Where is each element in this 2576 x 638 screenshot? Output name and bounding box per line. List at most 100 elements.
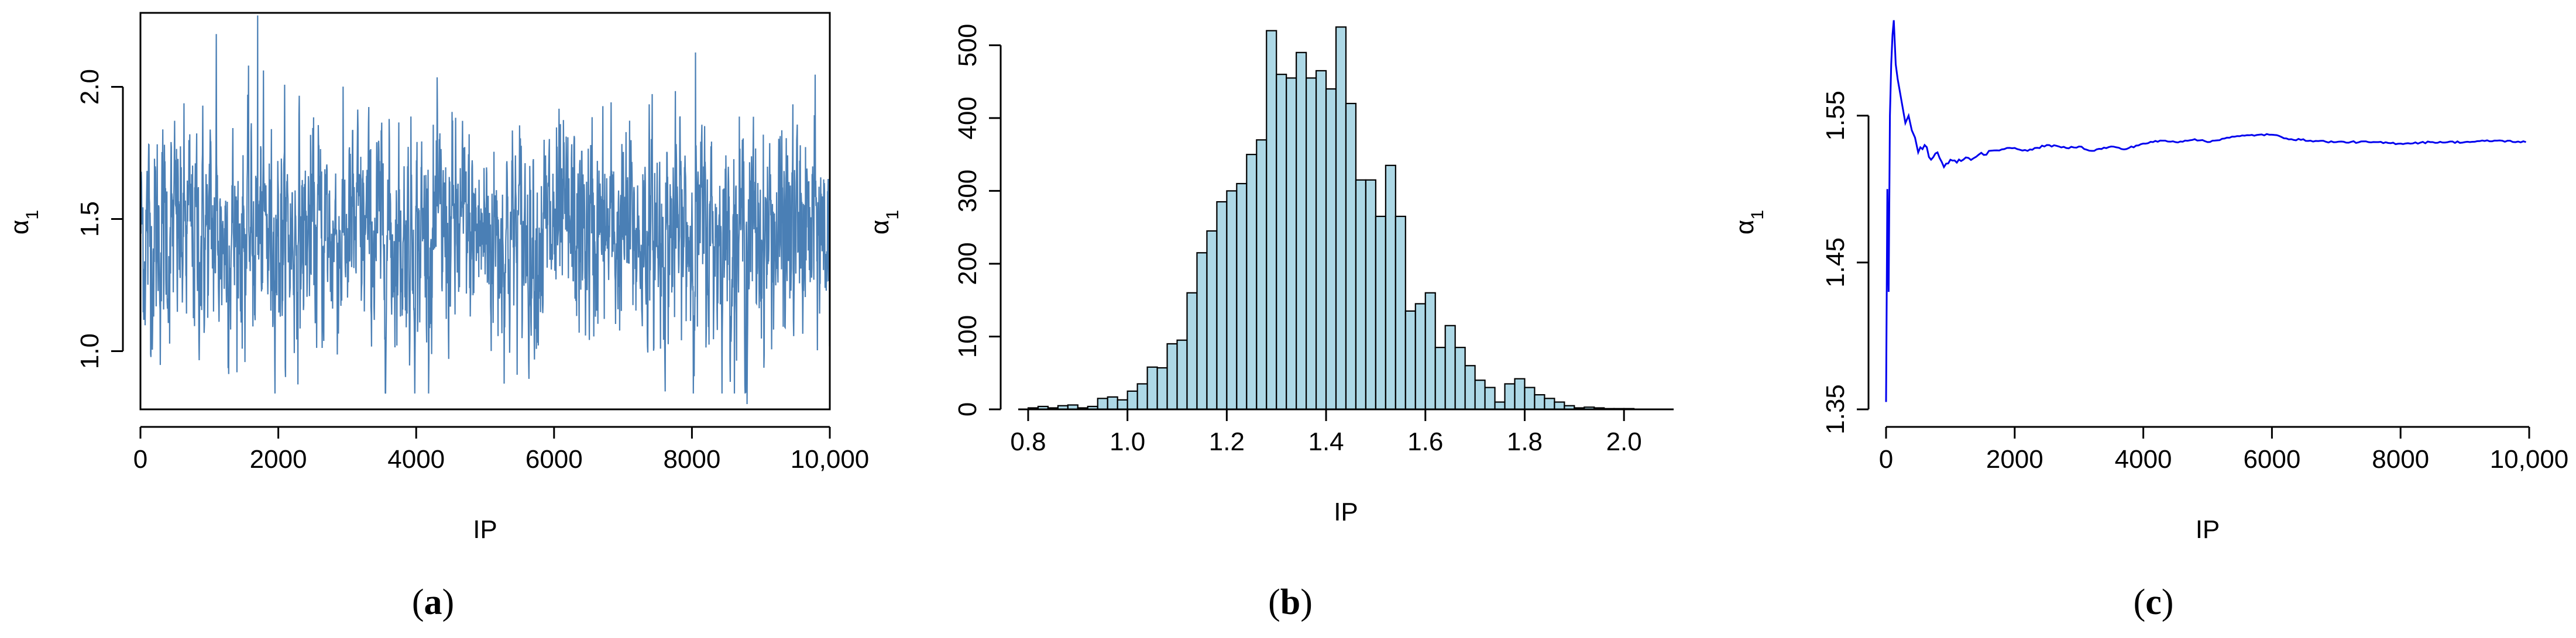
x-tick-label: 0 — [1879, 445, 1893, 474]
histogram-bar — [1345, 102, 1357, 411]
panel-label-close: ) — [2162, 582, 2174, 622]
x-tick-label: 6000 — [2243, 445, 2300, 474]
y-axis-label-subscript: 1 — [883, 210, 902, 220]
trace-line — [139, 15, 830, 405]
histogram-bar — [1296, 51, 1307, 411]
histogram-bar — [1335, 26, 1347, 411]
histogram-bar — [1176, 339, 1188, 411]
y-tick-label: 1.55 — [1821, 91, 1850, 141]
histogram-bar — [1236, 182, 1248, 411]
histogram-bar — [1404, 310, 1416, 411]
histogram-bar — [1385, 164, 1396, 411]
panel-label-letter: a — [424, 582, 442, 622]
histogram-bar — [1375, 215, 1386, 411]
histogram-bar — [1395, 215, 1406, 411]
histogram-bar — [1554, 401, 1565, 411]
chart-panel-a: 0 2000 4000 6000 8000 10,000 IP 1.0 1.5 2.0 α1 (a) — [5, 12, 870, 622]
panel-label: (c) — [2134, 582, 2174, 622]
y-tick-label: 0 — [953, 402, 982, 416]
x-tick-label: 4000 — [387, 445, 445, 474]
histogram-bar — [1494, 401, 1506, 411]
x-tick-label: 8000 — [2372, 445, 2429, 474]
histogram-bar — [1424, 292, 1436, 411]
y-tick-label: 1.0 — [75, 333, 104, 369]
histogram-bar — [1216, 201, 1228, 411]
histogram-bar — [1544, 398, 1555, 411]
y-axis-label-symbol: α — [5, 220, 34, 234]
x-tick-label: 8000 — [663, 445, 720, 474]
panel-label-open: ( — [412, 582, 424, 622]
y-tick-label: 1.35 — [1821, 384, 1850, 434]
x-tick-label: 1.8 — [1507, 427, 1543, 456]
x-tick-label: 1.2 — [1209, 427, 1245, 456]
y-tick-label: 2.0 — [75, 69, 104, 105]
histogram-bar — [1355, 179, 1367, 411]
y-axis-label: α1 — [1730, 210, 1767, 234]
x-tick-label: 10,000 — [2490, 445, 2569, 474]
histogram-bar — [1276, 74, 1287, 411]
y-tick-label: 1.5 — [75, 201, 104, 237]
panel-label: (a) — [412, 582, 454, 622]
x-tick-label: 0.8 — [1010, 427, 1046, 456]
y-tick-label: 300 — [953, 170, 982, 212]
chart-panel-c: 0 2000 4000 6000 8000 10,000 IP 1.35 1.45 1.55 α1 (… — [1730, 20, 2568, 622]
chart-panel-b: 0.8 1.0 1.2 1.4 1.6 1.8 2.0 IP 0 100 200 300 400 500 α… — [865, 24, 1674, 622]
x-axis-label: IP — [473, 515, 497, 544]
x-tick-label: 2000 — [1986, 445, 2043, 474]
histogram-bar — [1315, 70, 1327, 411]
y-tick-label: 400 — [953, 96, 982, 139]
histogram-bar — [1196, 252, 1208, 411]
y-tick-label: 100 — [953, 315, 982, 358]
histogram-bar — [1097, 398, 1108, 411]
x-tick-label: 0 — [133, 445, 147, 474]
histogram-bar — [1504, 383, 1516, 411]
plot-frame — [139, 12, 831, 411]
panel-label-close: ) — [442, 582, 455, 622]
histogram-bar — [1166, 343, 1178, 411]
histogram-bar — [1306, 77, 1317, 411]
histogram-bar — [1454, 347, 1466, 411]
y-tick-label: 500 — [953, 24, 982, 67]
x-tick-label: 2.0 — [1606, 427, 1642, 456]
histogram-bar — [1206, 230, 1218, 411]
panel-label: (b) — [1268, 582, 1313, 622]
histogram-bar — [1156, 367, 1168, 411]
histogram-bar — [1474, 380, 1486, 411]
histogram-bar — [1146, 366, 1158, 411]
histogram-bar — [1514, 378, 1526, 411]
x-tick-label: 1.0 — [1110, 427, 1145, 456]
y-axis-label: α1 — [865, 210, 902, 234]
histogram-bar — [1414, 303, 1426, 411]
histogram-bar — [1444, 325, 1456, 411]
histogram-bar — [1325, 88, 1337, 411]
panel-label-open: ( — [2134, 582, 2146, 622]
histogram-bar — [1266, 30, 1277, 411]
histogram-bar — [1484, 387, 1496, 411]
x-axis-label: IP — [2196, 515, 2220, 544]
y-axis-label-symbol: α — [1730, 220, 1759, 234]
x-tick-label: 2000 — [250, 445, 307, 474]
histogram-bar — [1365, 179, 1377, 411]
x-axis-label: IP — [1334, 498, 1358, 526]
panel-label-letter: c — [2145, 582, 2162, 622]
panel-label-letter: b — [1280, 582, 1300, 622]
histogram-bar — [1256, 139, 1268, 411]
histogram-bar — [1126, 390, 1138, 411]
histogram-bar — [1136, 383, 1148, 411]
running-mean-line — [1885, 20, 2526, 402]
histogram-bar — [1226, 190, 1238, 411]
panel-label-open: ( — [1268, 582, 1280, 622]
x-tick-label: 6000 — [525, 445, 583, 474]
y-axis-label-subscript: 1 — [1748, 210, 1767, 220]
y-axis-label-symbol: α — [865, 220, 894, 234]
histogram-bar — [1186, 292, 1198, 411]
histogram-bar — [1434, 347, 1446, 411]
x-tick-label: 10,000 — [791, 445, 870, 474]
histogram-bar — [1464, 365, 1476, 411]
y-axis-label-subscript: 1 — [23, 210, 42, 220]
histogram-bar — [1286, 77, 1297, 411]
panel-label-close: ) — [1300, 582, 1313, 622]
y-tick-label: 1.45 — [1821, 237, 1850, 288]
histogram-bar — [1117, 399, 1128, 411]
histogram-bar — [1524, 387, 1536, 411]
